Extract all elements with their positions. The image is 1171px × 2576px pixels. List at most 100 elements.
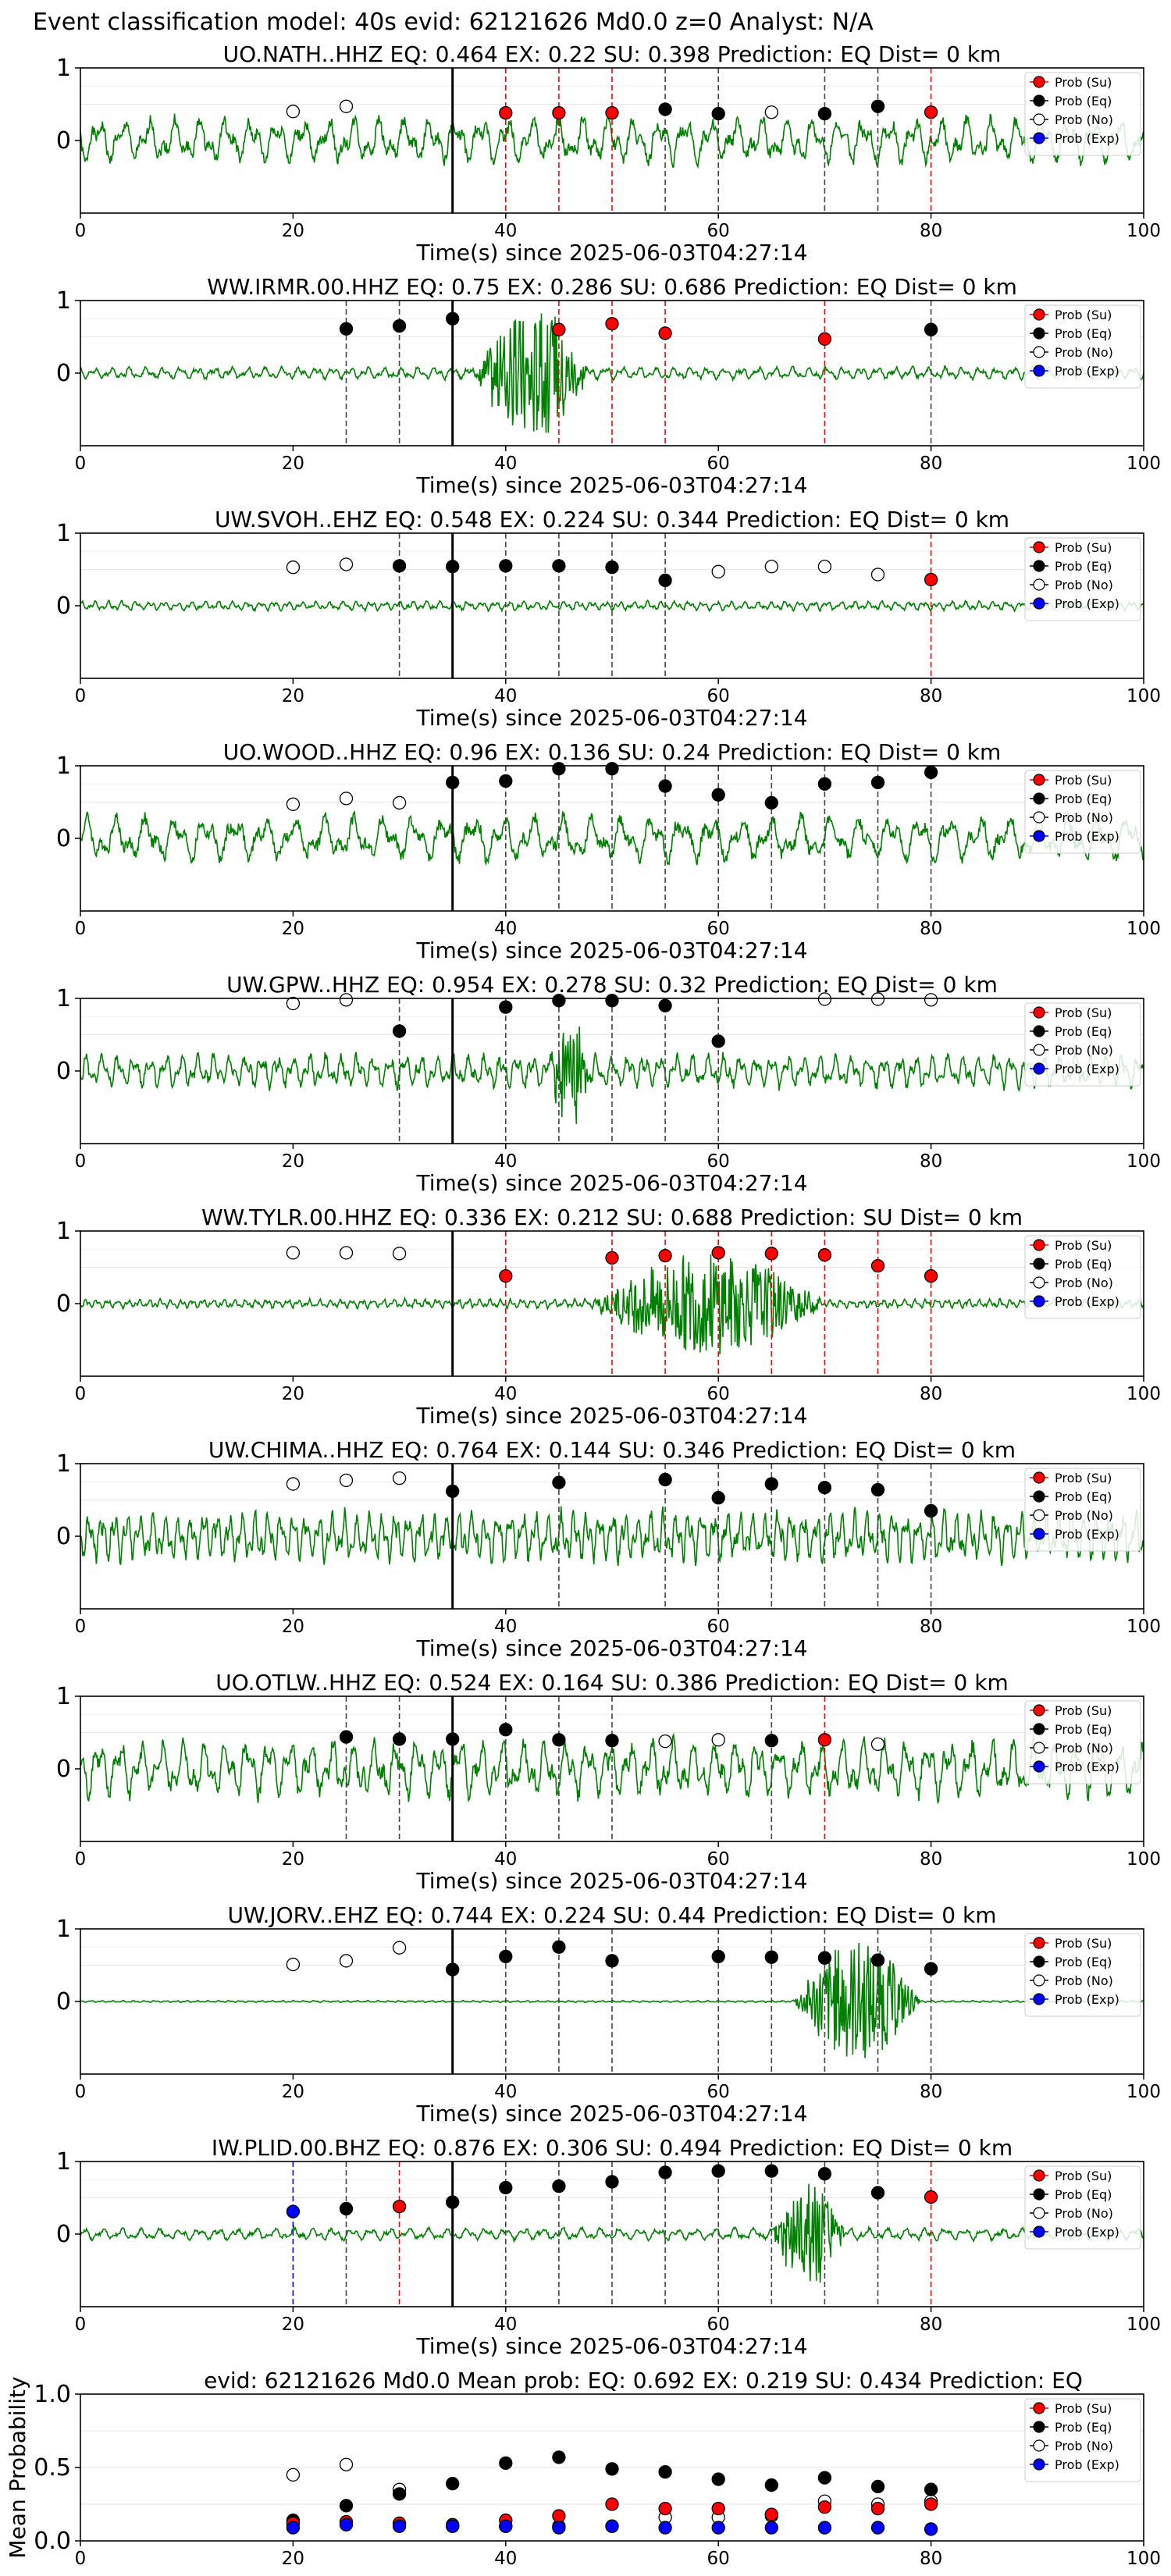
prob-point-no [339, 993, 354, 1007]
legend-marker-exp [1033, 1993, 1045, 2005]
mean-point-no [286, 2467, 301, 2482]
legend: Prob (Su) Prob (Eq) Prob (No) Prob (Exp) [1024, 537, 1141, 621]
legend-marker-eq [1033, 94, 1045, 107]
legend-frame [1024, 1235, 1141, 1319]
x-tick-label: 100 [1127, 2549, 1161, 2569]
prob-point-no [339, 1954, 354, 1968]
legend-label: Prob (No) [1055, 1043, 1113, 1058]
prob-point-no [924, 993, 938, 1007]
x-tick-label: 80 [920, 2314, 942, 2335]
legend-marker-eq [1033, 1955, 1045, 1968]
prob-point-eq [658, 102, 672, 116]
y-tick-label: 1 [56, 1683, 71, 1710]
x-tick-label: 60 [707, 2314, 730, 2335]
legend-marker-exp [1033, 365, 1045, 377]
x-tick-label: 100 [1127, 2082, 1161, 2102]
prob-point-eq [499, 559, 513, 573]
mean-point-exp [286, 2521, 301, 2535]
prob-point-eq [392, 559, 407, 573]
legend: Prob (Su) Prob (Eq) Prob (No) Prob (Exp) [1024, 1002, 1141, 1087]
x-tick-label: 80 [920, 1151, 942, 1172]
mean-point-eq [499, 2456, 513, 2471]
x-tick-label: 20 [282, 1849, 304, 1870]
x-tick-label: 0 [75, 221, 87, 241]
mean-point-su [924, 2497, 938, 2511]
x-tick-label: 100 [1127, 686, 1161, 706]
prob-point-eq [711, 106, 725, 121]
x-tick-label: 60 [707, 686, 730, 706]
mean-point-exp [552, 2521, 566, 2535]
prob-point-su [817, 332, 832, 346]
x-tick-label: 20 [282, 1617, 304, 1637]
mean-point-exp [605, 2519, 619, 2533]
prob-point-no [392, 795, 407, 810]
legend-label: Prob (Su) [1055, 1936, 1112, 1951]
prob-point-no [286, 105, 301, 119]
legend-frame [1024, 770, 1141, 854]
prob-point-eq [339, 1730, 354, 1744]
prob-point-no [392, 1941, 407, 1955]
prob-point-eq [817, 777, 832, 791]
x-tick-label: 100 [1127, 221, 1161, 241]
prob-point-su [817, 1248, 832, 1262]
prob-point-eq [605, 560, 619, 575]
panel-title: UW.GPW..HHZ EQ: 0.954 EX: 0.278 SU: 0.32… [226, 972, 998, 998]
legend: Prob (Su) Prob (Eq) Prob (No) Prob (Exp) [1024, 2398, 1141, 2482]
prob-point-no [764, 560, 778, 574]
x-tick-label: 80 [920, 1849, 942, 1870]
prob-point-no [339, 1473, 354, 1488]
y-tick-label: 1 [56, 985, 71, 1012]
prob-point-su [392, 2200, 407, 2214]
prob-point-eq [870, 2186, 885, 2200]
prob-point-eq [870, 775, 885, 790]
mean-point-eq [817, 2471, 832, 2485]
mean-point-eq [392, 2487, 407, 2501]
legend-label: Prob (No) [1055, 345, 1113, 360]
y-tick-label: 1 [56, 287, 71, 315]
x-tick-label: 0 [75, 2314, 87, 2335]
legend-marker-exp [1033, 2226, 1045, 2238]
legend-marker-eq [1033, 1490, 1045, 1503]
prob-point-su [817, 1733, 832, 1747]
legend-marker-su [1033, 76, 1045, 88]
y-tick-label: 0 [56, 1988, 71, 2016]
prob-point-no [392, 1247, 407, 1261]
y-tick-label: 1 [56, 1450, 71, 1478]
legend-label: Prob (No) [1055, 2206, 1113, 2221]
prob-point-eq [924, 322, 938, 336]
prob-point-eq [339, 322, 354, 336]
y-axis-label: Mean Probability [5, 2376, 30, 2558]
y-tick-label: 0 [56, 1756, 71, 1783]
prob-point-eq [446, 1484, 460, 1498]
legend-marker-eq [1033, 327, 1045, 340]
legend-frame [1024, 537, 1141, 621]
legend-label: Prob (Exp) [1055, 829, 1119, 844]
legend-label: Prob (Su) [1055, 75, 1112, 90]
y-tick-label: 0 [56, 592, 71, 620]
prob-point-no [658, 1735, 672, 1749]
legend-label: Prob (No) [1055, 1508, 1113, 1523]
series-su [286, 2497, 938, 2532]
mean-point-exp [392, 2519, 407, 2533]
prob-point-no [817, 560, 832, 574]
prob-point-no [286, 797, 301, 811]
prob-point-eq [764, 1477, 778, 1491]
legend-frame [1024, 1002, 1141, 1087]
prob-point-eq [552, 994, 566, 1008]
prob-point-eq [764, 1950, 778, 1964]
legend-marker-no [1033, 811, 1045, 824]
mean-probability-panel: evid: 62121626 Md0.0 Mean prob: EQ: 0.69… [5, 2368, 1161, 2569]
prob-point-eq [392, 1024, 407, 1038]
y-tick-label: 0 [56, 825, 71, 852]
waveform-trace [80, 313, 1144, 433]
prob-point-no [711, 1733, 725, 1747]
prob-point-exp [286, 2204, 301, 2218]
legend-label: Prob (Exp) [1055, 1062, 1119, 1076]
prob-point-no [870, 992, 885, 1006]
mean-point-su [552, 2509, 566, 2523]
panel-title: UO.NATH..HHZ EQ: 0.464 EX: 0.22 SU: 0.39… [223, 41, 1002, 67]
y-tick-label: 1 [56, 520, 71, 547]
legend-marker-no [1033, 1044, 1045, 1056]
x-tick-label: 80 [920, 454, 942, 474]
x-tick-label: 20 [282, 2549, 304, 2569]
